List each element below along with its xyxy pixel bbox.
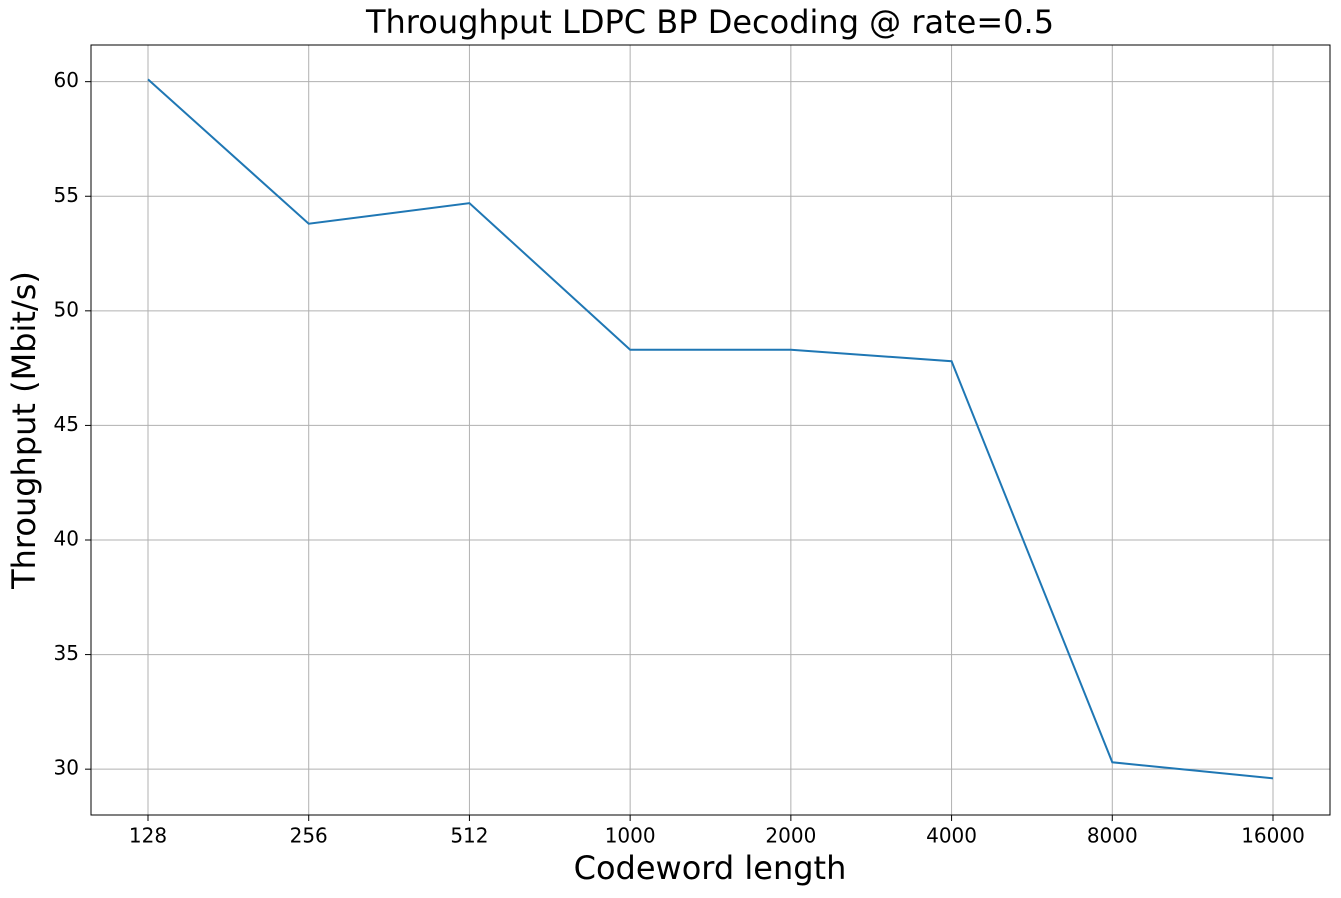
x-tick-label: 256 — [290, 824, 328, 848]
x-tick-label: 4000 — [926, 824, 977, 848]
plot-frame — [90, 44, 1331, 816]
y-tick-label: 60 — [54, 68, 79, 92]
y-axis-label: Throughput (Mbit/s) — [5, 271, 43, 590]
x-tick-label: 1000 — [605, 824, 656, 848]
x-tick-label: 2000 — [765, 824, 816, 848]
chart-title: Throughput LDPC BP Decoding @ rate=0.5 — [365, 3, 1054, 41]
data-line — [147, 78, 1274, 780]
y-tick-label: 35 — [54, 641, 79, 665]
y-tick-label: 30 — [54, 756, 79, 780]
y-tick-label: 40 — [54, 527, 79, 551]
x-tick-label: 16000 — [1241, 824, 1305, 848]
y-tick-label: 45 — [54, 412, 79, 436]
x-tick-label: 512 — [450, 824, 488, 848]
y-tick-label: 55 — [54, 183, 79, 207]
x-tick-label: 8000 — [1087, 824, 1138, 848]
y-tick-label: 50 — [54, 297, 79, 321]
x-tick-label: 128 — [129, 824, 167, 848]
x-axis-label: Codeword length — [574, 849, 847, 887]
